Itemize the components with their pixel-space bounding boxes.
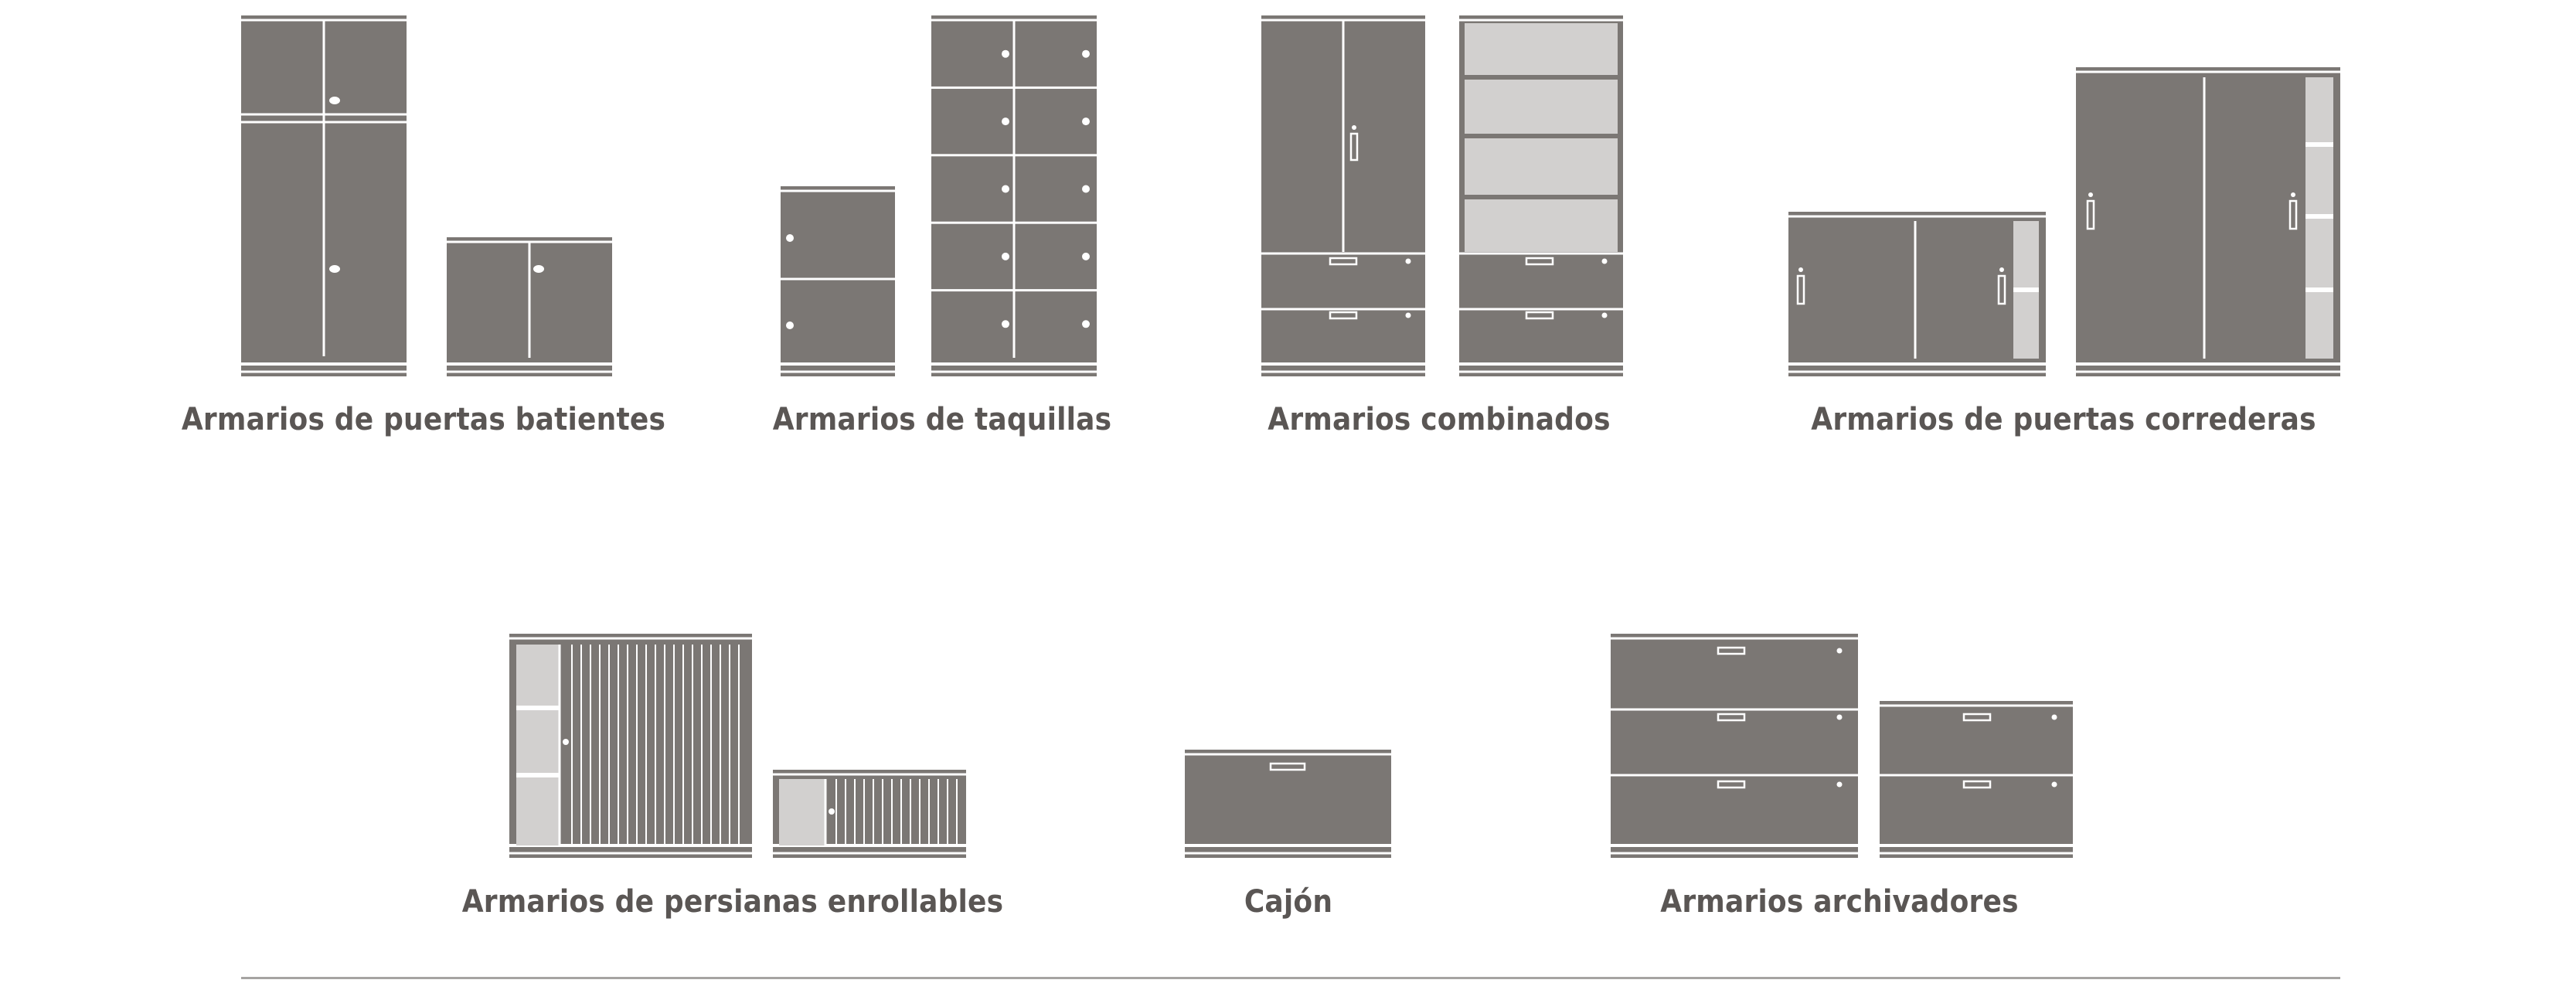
tall-tambour-cabinet (509, 634, 752, 858)
two-drawer-filing-cabinet (1880, 701, 2073, 858)
caption-lockers: Armarios de taquillas (772, 402, 1112, 437)
low-sliding-door-cabinet (1788, 212, 2046, 376)
low-swing-door-cabinet (447, 237, 612, 376)
two-compartment-locker (781, 186, 895, 376)
bottom-divider (241, 977, 2340, 979)
caption-swing: Armarios de puertas batientes (181, 402, 666, 437)
caption-drawer: Cajón (1244, 884, 1333, 920)
tall-sliding-door-cabinet (2076, 67, 2340, 376)
caption-combined: Armarios combinados (1268, 402, 1611, 437)
low-tambour-cabinet (773, 770, 966, 858)
combined-cabinet-with-doors (1261, 15, 1425, 376)
ten-compartment-locker (931, 15, 1097, 376)
caption-filing: Armarios archivadores (1660, 884, 2019, 920)
combined-cabinet-with-shelves (1459, 15, 1623, 376)
single-drawer-unit (1185, 750, 1391, 858)
caption-tambour: Armarios de persianas enrollables (461, 884, 1004, 920)
three-drawer-filing-cabinet (1611, 634, 1858, 858)
tall-swing-door-cabinet (241, 15, 407, 376)
caption-sliding: Armarios de puertas correderas (1811, 402, 2316, 437)
